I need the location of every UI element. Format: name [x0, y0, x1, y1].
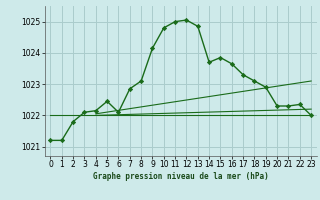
X-axis label: Graphe pression niveau de la mer (hPa): Graphe pression niveau de la mer (hPa)	[93, 172, 269, 181]
